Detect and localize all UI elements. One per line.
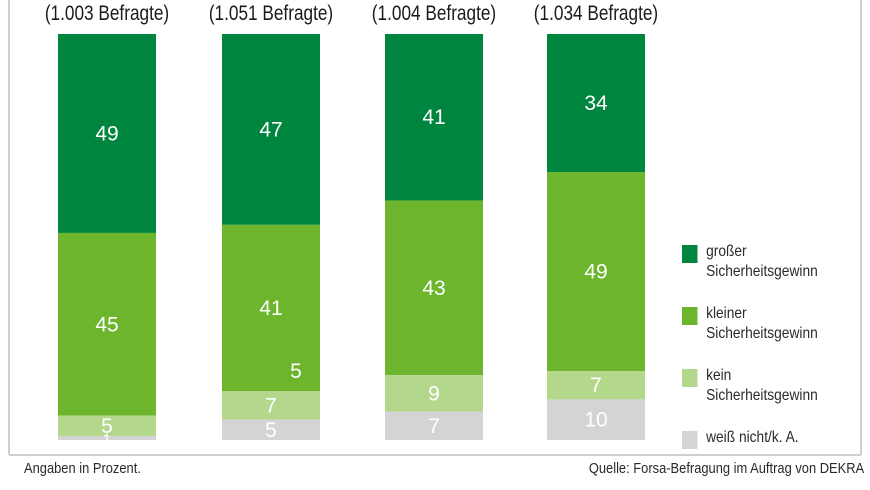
- data-label-2-kleiner-sicherheitsgewinn: 41: [259, 297, 282, 320]
- legend-label-gross-line1: großer: [706, 243, 747, 260]
- bar-3-kleiner-sicherheitsgewinn: [385, 200, 483, 376]
- legend-label-weiss-nicht: weiß nicht/k. A.: [706, 429, 799, 446]
- legend-label-kein-line1: kein: [706, 367, 732, 384]
- bar-1-wei-nicht-k-a: [58, 435, 156, 440]
- extra-data-label-1: 5: [290, 360, 302, 383]
- data-label-4-kleiner-sicherheitsgewinn: 49: [584, 261, 607, 284]
- data-label-2-gro-er-sicherheitsgewinn: 47: [259, 118, 282, 141]
- bar-1-kleiner-sicherheitsgewinn: [58, 232, 156, 416]
- data-label-4-kein-sicherheitsgewinn: 7: [590, 374, 602, 397]
- legend-swatch-kein: [682, 369, 698, 387]
- data-label-1-kleiner-sicherheitsgewinn: 45: [95, 313, 118, 336]
- bar-1-kein-sicherheitsgewinn: [58, 415, 156, 436]
- bar-2-wei-nicht-k-a: [222, 419, 320, 440]
- legend-item-gross: großer Sicherheitsgewinn: [682, 242, 837, 304]
- data-label-1-gro-er-sicherheitsgewinn: 49: [95, 122, 118, 145]
- bar-3-gro-er-sicherheitsgewinn: [385, 34, 483, 201]
- bar-3-wei-nicht-k-a: [385, 411, 483, 440]
- legend: großer Sicherheitsgewinn kleiner Sicherh…: [682, 242, 862, 458]
- category-label-4: (1.034 Befragte): [534, 3, 658, 26]
- data-label-3-kein-sicherheitsgewinn: 9: [428, 382, 440, 405]
- bar-2-gro-er-sicherheitsgewinn: [222, 34, 320, 225]
- footer-note: Angaben in Prozent.: [24, 460, 141, 477]
- data-label-2-kein-sicherheitsgewinn: 7: [265, 394, 277, 417]
- data-label-1-wei-nicht-k-a: 1: [103, 432, 112, 449]
- legend-label-klein-line2: Sicherheitsgewinn: [706, 325, 818, 342]
- legend-label-klein-line1: kleiner: [706, 305, 747, 322]
- category-label-1: (1.003 Befragte): [45, 3, 169, 26]
- data-label-3-wei-nicht-k-a: 7: [428, 415, 440, 438]
- bar-2-kein-sicherheitsgewinn: [222, 391, 320, 420]
- legend-item-kein: kein Sicherheitsgewinn: [682, 366, 837, 428]
- bar-2-kleiner-sicherheitsgewinn: [222, 224, 320, 392]
- bar-4-kein-sicherheitsgewinn: [547, 370, 645, 400]
- legend-item-klein: kleiner Sicherheitsgewinn: [682, 304, 837, 366]
- bar-1-gro-er-sicherheitsgewinn: [58, 34, 156, 233]
- bar-4-gro-er-sicherheitsgewinn: [547, 34, 645, 173]
- data-label-4-gro-er-sicherheitsgewinn: 34: [584, 92, 608, 115]
- legend-label-kein-line2: Sicherheitsgewinn: [706, 387, 818, 404]
- legend-swatch-weiss-nicht: [682, 431, 698, 449]
- category-label-3: (1.004 Befragte): [372, 3, 496, 26]
- category-label-2: (1.051 Befragte): [209, 3, 333, 26]
- legend-item-weiss-nicht: weiß nicht/k. A.: [682, 428, 837, 458]
- data-label-3-gro-er-sicherheitsgewinn: 41: [422, 106, 445, 129]
- data-label-3-kleiner-sicherheitsgewinn: 43: [422, 277, 445, 300]
- data-label-4-wei-nicht-k-a: 10: [584, 409, 607, 432]
- data-label-1-kein-sicherheitsgewinn: 5: [101, 415, 113, 438]
- bar-4-wei-nicht-k-a: [547, 399, 645, 440]
- bar-3-kein-sicherheitsgewinn: [385, 375, 483, 412]
- legend-swatch-klein: [682, 307, 698, 325]
- bar-4-kleiner-sicherheitsgewinn: [547, 172, 645, 371]
- legend-label-gross-line2: Sicherheitsgewinn: [706, 263, 818, 280]
- legend-swatch-gross: [682, 245, 698, 263]
- data-label-2-wei-nicht-k-a: 5: [265, 419, 277, 442]
- footer-source: Quelle: Forsa-Befragung im Auftrag von D…: [588, 460, 864, 477]
